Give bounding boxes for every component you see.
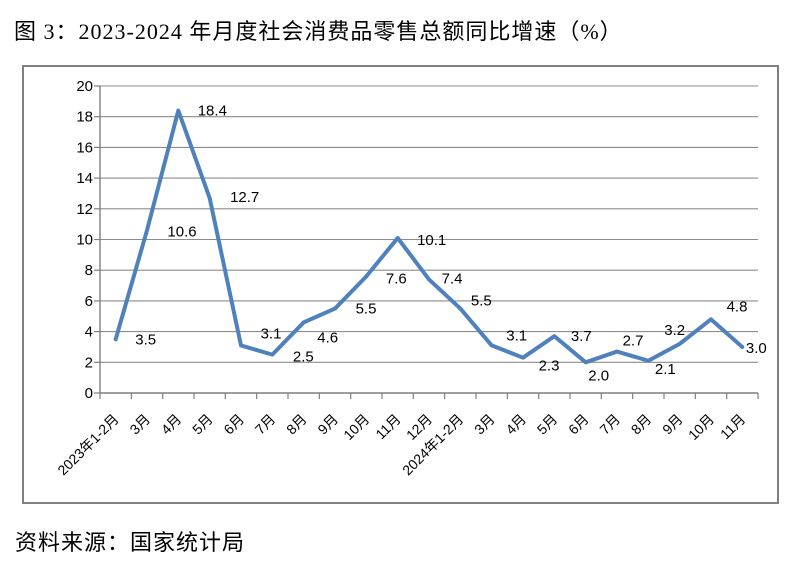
data-label: 3.7 [571,328,592,345]
figure-title: 图 3：2023-2024 年月度社会消费品零售总额同比增速（%） [14,19,623,44]
data-label: 3.2 [664,322,685,339]
source-note: 资料来源：国家统计局 [15,530,246,555]
y-axis-tick-label: 10 [76,232,93,249]
data-label: 2.1 [655,361,676,378]
y-axis-tick-label: 18 [76,109,93,126]
y-axis-tick-label: 8 [85,262,93,279]
data-label: 10.6 [167,223,196,240]
chart-frame [22,65,779,504]
data-label: 4.8 [727,298,748,315]
data-label: 10.1 [417,232,446,249]
data-label: 3.1 [506,327,527,344]
y-axis-tick-label: 14 [76,170,93,187]
data-label: 4.6 [317,329,338,346]
data-label: 2.3 [539,358,560,375]
data-label: 7.4 [442,270,463,287]
y-axis-tick-label: 6 [85,293,93,310]
data-label: 2.5 [293,349,314,366]
y-axis-tick-label: 12 [76,201,93,218]
y-axis-tick-label: 20 [76,78,93,95]
data-label: 7.6 [386,270,407,287]
data-label: 5.5 [356,301,377,318]
data-label: 12.7 [230,189,259,206]
data-label: 2.7 [623,333,644,350]
data-label: 3.0 [746,340,767,357]
data-label: 3.1 [261,325,282,342]
data-label: 5.5 [471,293,492,310]
series-line [113,108,745,365]
y-axis-tick-label: 2 [85,354,93,371]
data-label: 18.4 [198,103,227,120]
y-axis-tick-label: 4 [85,324,93,341]
data-label: 3.5 [135,331,156,348]
y-axis-tick-label: 16 [76,139,93,156]
data-label: 2.0 [588,367,609,384]
y-axis-tick-label: 0 [85,385,93,402]
